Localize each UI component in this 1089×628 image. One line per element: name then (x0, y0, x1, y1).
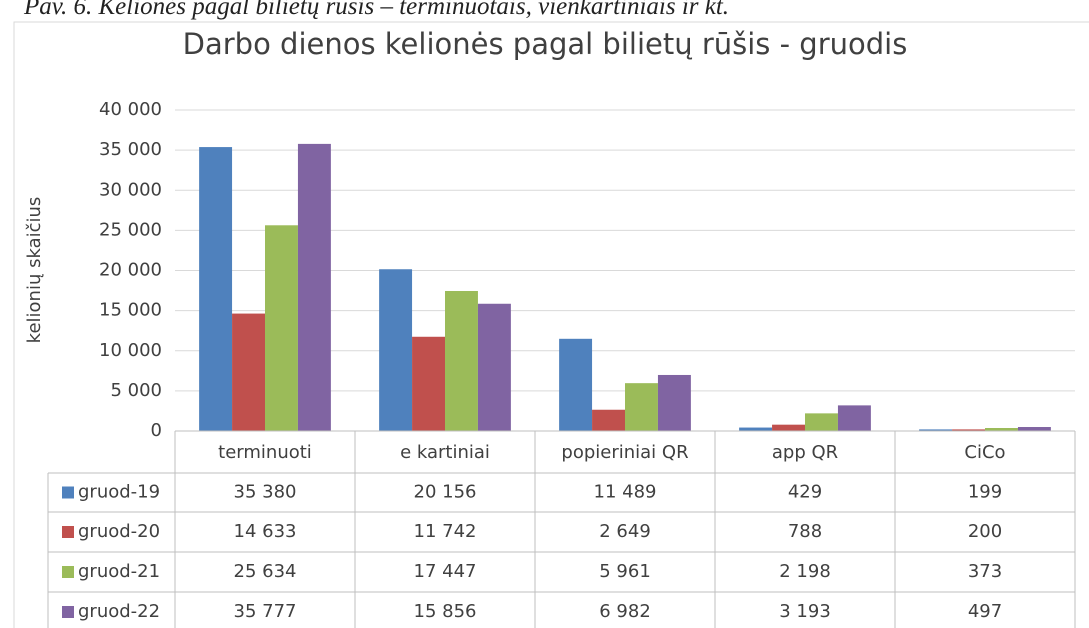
table-cell: 200 (968, 521, 1002, 542)
bar (592, 409, 625, 431)
table-cell: 5 961 (599, 561, 651, 582)
y-tick-label: 40 000 (99, 99, 162, 120)
bar (772, 424, 805, 431)
bar (657, 374, 691, 431)
y-tick-label: 15 000 (99, 300, 162, 321)
y-tick-label: 10 000 (99, 340, 162, 361)
bar (559, 338, 593, 431)
table-cell: 35 777 (234, 601, 297, 622)
chart-title: Darbo dienos kelionės pagal bilietų rūši… (183, 27, 908, 61)
legend-label: gruod-22 (78, 601, 160, 622)
y-tick-label: 30 000 (99, 179, 162, 200)
y-tick-label: 25 000 (99, 219, 162, 240)
bar (985, 428, 1018, 431)
bar (805, 413, 838, 431)
table-cell: 35 380 (234, 482, 297, 503)
table-cell: 20 156 (414, 482, 477, 503)
legend-key (62, 486, 74, 499)
bar (445, 290, 478, 431)
table-cell: 373 (968, 561, 1002, 582)
table-cell: 199 (968, 482, 1002, 503)
legend-label: gruod-19 (78, 482, 160, 503)
bar (919, 429, 953, 431)
table-cell: 3 193 (779, 601, 831, 622)
figure-caption: Pav. 6. Kelionės pagal bilietų rūšis – t… (23, 0, 729, 20)
bar (952, 429, 985, 431)
x-tick-label: terminuoti (218, 442, 312, 463)
table-cell: 788 (788, 521, 822, 542)
legend-key (62, 566, 74, 578)
chart-border (13, 21, 1089, 628)
bar (297, 143, 331, 431)
bar (232, 313, 265, 431)
table-cell: 2 198 (779, 561, 831, 582)
bar (412, 336, 445, 431)
y-axis-label: kelionių skaičius (24, 197, 45, 344)
table-cell: 17 447 (414, 561, 477, 582)
bar (625, 383, 658, 431)
table-cell: 25 634 (234, 561, 297, 582)
x-tick-label: popieriniai QR (561, 442, 688, 463)
legend-label: gruod-21 (78, 561, 160, 582)
bar (1017, 427, 1051, 431)
bar (837, 405, 871, 431)
bar (477, 303, 511, 431)
y-tick-label: 0 (151, 420, 162, 441)
table-cell: 11 489 (594, 482, 657, 503)
y-tick-label: 20 000 (99, 260, 162, 281)
table-cell: 2 649 (599, 521, 651, 542)
table-cell: 6 982 (599, 601, 651, 622)
bar (739, 427, 773, 431)
table-cell: 429 (788, 482, 822, 503)
x-tick-label: e kartiniai (400, 442, 490, 463)
x-tick-label: app QR (772, 442, 838, 463)
legend-key (62, 526, 74, 538)
table-cell: 497 (968, 601, 1002, 622)
bar (379, 269, 413, 431)
y-tick-label: 35 000 (99, 139, 162, 160)
table-cell: 15 856 (414, 601, 477, 622)
legend-label: gruod-20 (78, 521, 160, 542)
table-cell: 11 742 (414, 521, 477, 542)
y-tick-label: 5 000 (110, 380, 162, 401)
legend-key (62, 606, 74, 618)
x-tick-label: CiCo (964, 442, 1005, 463)
bar (199, 147, 233, 431)
table-cell: 14 633 (234, 521, 297, 542)
bar (265, 225, 298, 431)
